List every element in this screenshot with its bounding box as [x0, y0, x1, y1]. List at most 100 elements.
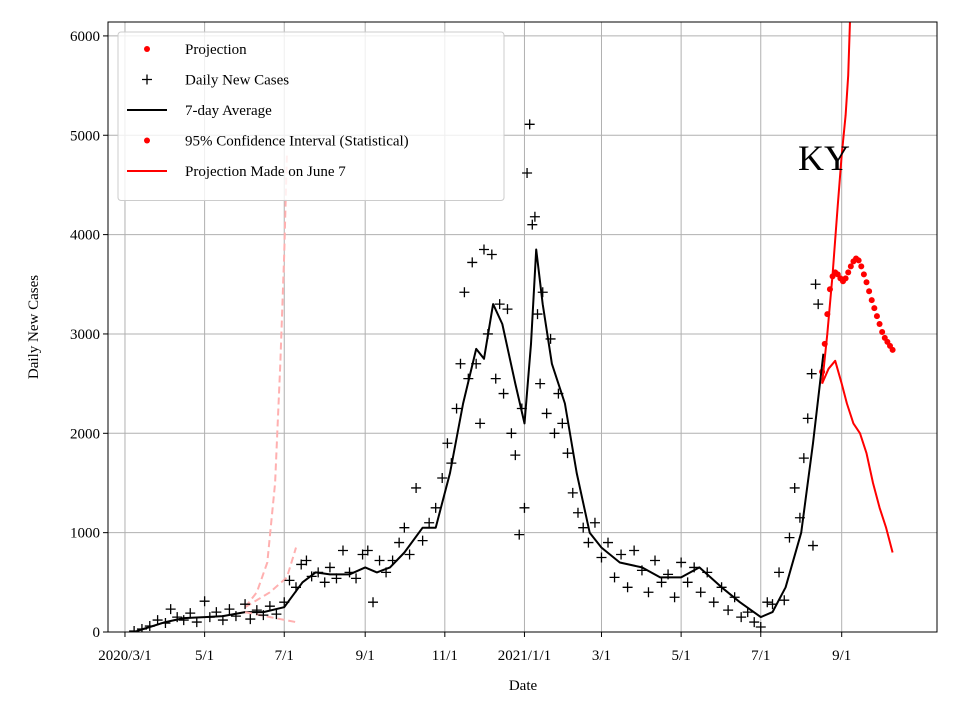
case-point	[240, 599, 251, 610]
case-point	[165, 604, 176, 615]
projection-point	[847, 263, 854, 270]
legend-label: 7-day Average	[185, 103, 272, 119]
case-point	[374, 555, 385, 566]
case-point	[779, 595, 790, 606]
case-point	[463, 373, 474, 384]
case-point	[742, 607, 753, 618]
case-point	[337, 545, 348, 556]
line	[821, 359, 894, 553]
projection-point	[845, 269, 852, 276]
projection-point	[889, 346, 896, 353]
case-point	[682, 577, 693, 588]
case-point	[301, 555, 312, 566]
case-point	[490, 373, 501, 384]
case-point	[529, 211, 540, 222]
case-point	[264, 601, 275, 612]
legend-label: Daily New Cases	[185, 73, 289, 89]
dashed-line	[244, 155, 288, 608]
case-point	[417, 535, 428, 546]
case-point	[723, 605, 734, 616]
x-tick-label: 2021/1/1	[498, 648, 551, 664]
x-tick-label: 2020/3/1	[98, 648, 151, 664]
dashed-line	[244, 611, 297, 624]
case-point	[482, 328, 493, 339]
case-point	[567, 487, 578, 498]
legend-marker	[144, 46, 150, 52]
case-point	[514, 529, 525, 540]
case-point	[516, 403, 527, 414]
case-point	[506, 428, 517, 439]
case-point	[362, 545, 373, 556]
case-point	[344, 567, 355, 578]
case-point	[616, 549, 627, 560]
case-point	[442, 438, 453, 449]
case-point	[572, 507, 583, 518]
case-point	[387, 555, 398, 566]
case-point	[224, 604, 235, 615]
case-point	[430, 502, 441, 513]
case-point	[486, 249, 497, 260]
case-point	[424, 517, 435, 528]
case-point	[245, 614, 256, 625]
projection-point	[876, 321, 883, 328]
legend-label: Projection	[185, 42, 247, 58]
case-point	[695, 587, 706, 598]
y-tick-label: 0	[93, 625, 101, 641]
case-point	[537, 287, 548, 298]
case-point	[603, 537, 614, 548]
case-point	[178, 615, 189, 626]
case-point	[498, 388, 509, 399]
case-point	[451, 403, 462, 414]
case-point	[191, 617, 202, 628]
case-point	[319, 577, 330, 588]
ticks: 2020/3/1 5/1 7/1 9/1 11/1 2021/1/1 3/1 5/1 7/1 9/…	[70, 29, 851, 664]
case-point	[541, 408, 552, 419]
case-point	[455, 358, 466, 369]
case-point	[446, 458, 457, 469]
projection-point	[873, 313, 880, 320]
projection-point	[860, 271, 867, 278]
case-point	[589, 517, 600, 528]
projection-point	[855, 257, 862, 264]
case-point	[807, 540, 818, 551]
case-point	[583, 537, 594, 548]
case-point	[494, 299, 505, 310]
y-tick-label: 6000	[70, 29, 100, 45]
dashed-line	[244, 547, 297, 609]
case-point	[136, 624, 147, 632]
case-point	[404, 549, 415, 560]
case-point	[650, 555, 661, 566]
case-point	[636, 565, 647, 576]
x-tick-label: 5/1	[195, 648, 214, 664]
y-tick-label: 5000	[70, 128, 100, 144]
case-point	[394, 537, 405, 548]
case-point	[755, 622, 766, 632]
case-point	[217, 615, 228, 626]
case-point	[284, 575, 295, 586]
case-point	[798, 453, 809, 464]
annotation: KY	[798, 138, 850, 178]
case-point	[471, 358, 482, 369]
case-point	[199, 596, 210, 607]
case-point	[802, 413, 813, 424]
case-point	[502, 304, 513, 315]
case-point	[784, 532, 795, 543]
case-point	[794, 512, 805, 523]
case-point	[813, 299, 824, 310]
case-point	[475, 418, 486, 429]
legend-marker	[144, 137, 150, 144]
legend-marker	[142, 74, 152, 85]
case-point	[478, 244, 489, 255]
case-point	[467, 257, 478, 268]
case-point	[172, 612, 183, 623]
case-point	[524, 119, 535, 130]
x-tick-label: 11/1	[432, 648, 458, 664]
case-point	[716, 582, 727, 593]
case-point	[553, 388, 564, 399]
case-point	[596, 552, 607, 563]
projection-point	[871, 305, 878, 312]
case-point	[708, 597, 719, 608]
plot-area	[129, 22, 896, 632]
case-point	[689, 562, 700, 573]
